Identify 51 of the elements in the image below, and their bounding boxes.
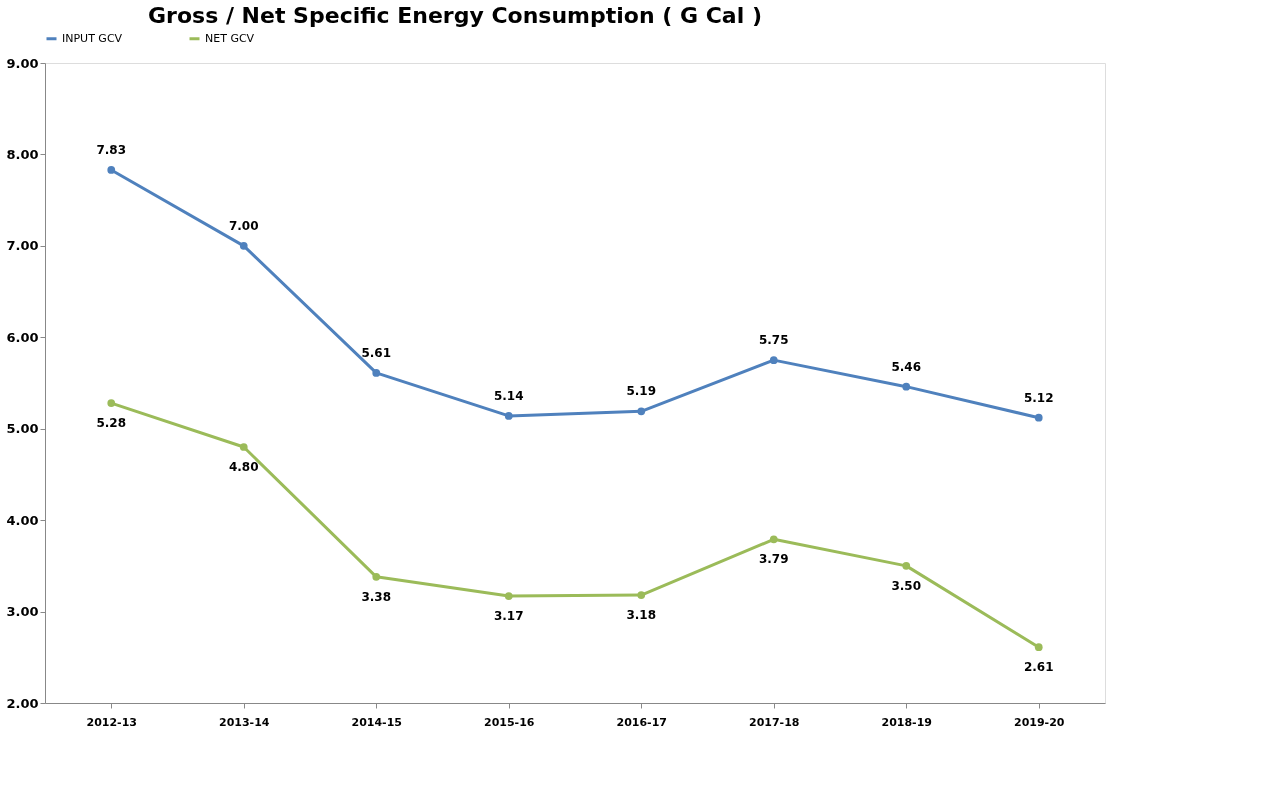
x-tick-label: 2014-15 bbox=[351, 715, 402, 729]
point bbox=[769, 535, 778, 544]
point bbox=[769, 356, 778, 365]
point bbox=[1034, 643, 1043, 652]
y-tick-label: 4.00 bbox=[6, 512, 39, 528]
point bbox=[902, 382, 911, 391]
data-label: 5.75 bbox=[758, 333, 789, 348]
point bbox=[372, 369, 381, 377]
point bbox=[372, 572, 381, 581]
legend-label: INPUT GCV bbox=[62, 31, 123, 45]
x-tick-label: 2018-19 bbox=[881, 715, 932, 729]
data-label: 3.79 bbox=[758, 552, 789, 567]
data-label: 5.28 bbox=[96, 416, 127, 431]
data-label: 5.61 bbox=[361, 345, 392, 360]
x-tick-label: 2015-16 bbox=[484, 715, 535, 729]
x-tick-label: 2016-17 bbox=[616, 715, 667, 729]
data-label: 3.18 bbox=[626, 608, 657, 623]
legend-label: NET GCV bbox=[205, 31, 255, 45]
data-label: 5.46 bbox=[891, 359, 922, 374]
data-label: 5.19 bbox=[626, 384, 657, 399]
y-tick-label: 8.00 bbox=[6, 146, 39, 162]
point bbox=[239, 443, 248, 451]
y-tick-label: 2.00 bbox=[6, 695, 39, 711]
y-tick-label: 3.00 bbox=[6, 604, 39, 620]
x-tick-label: 2017-18 bbox=[749, 715, 800, 729]
data-label: 5.12 bbox=[1023, 390, 1054, 405]
chart-title: Gross / Net Specific Energy Consumption ( G Cal ) bbox=[148, 3, 762, 28]
data-label: 2.61 bbox=[1023, 660, 1054, 675]
data-label: 4.80 bbox=[228, 460, 259, 474]
x-tick-label: 2012-13 bbox=[86, 715, 137, 729]
y-tick-label: 9.00 bbox=[6, 55, 39, 71]
point bbox=[637, 407, 646, 416]
y-tick-label: 5.00 bbox=[6, 421, 39, 437]
point bbox=[107, 166, 116, 174]
x-tick-label: 2019-20 bbox=[1014, 715, 1065, 729]
point bbox=[902, 561, 911, 570]
data-label: 3.17 bbox=[493, 609, 524, 624]
y-tick-label: 6.00 bbox=[6, 329, 39, 345]
data-label: 5.14 bbox=[493, 388, 524, 403]
data-label: 7.83 bbox=[96, 142, 127, 157]
point bbox=[637, 591, 646, 599]
y-tick-label: 7.00 bbox=[6, 238, 39, 254]
point bbox=[239, 241, 248, 250]
point bbox=[504, 412, 513, 420]
x-tick-label: 2013-14 bbox=[219, 715, 270, 729]
point bbox=[504, 592, 513, 600]
data-label: 3.50 bbox=[891, 578, 922, 593]
point bbox=[107, 399, 116, 407]
point bbox=[1034, 413, 1043, 422]
data-label: 3.38 bbox=[361, 589, 392, 604]
data-label: 7.00 bbox=[228, 218, 259, 233]
